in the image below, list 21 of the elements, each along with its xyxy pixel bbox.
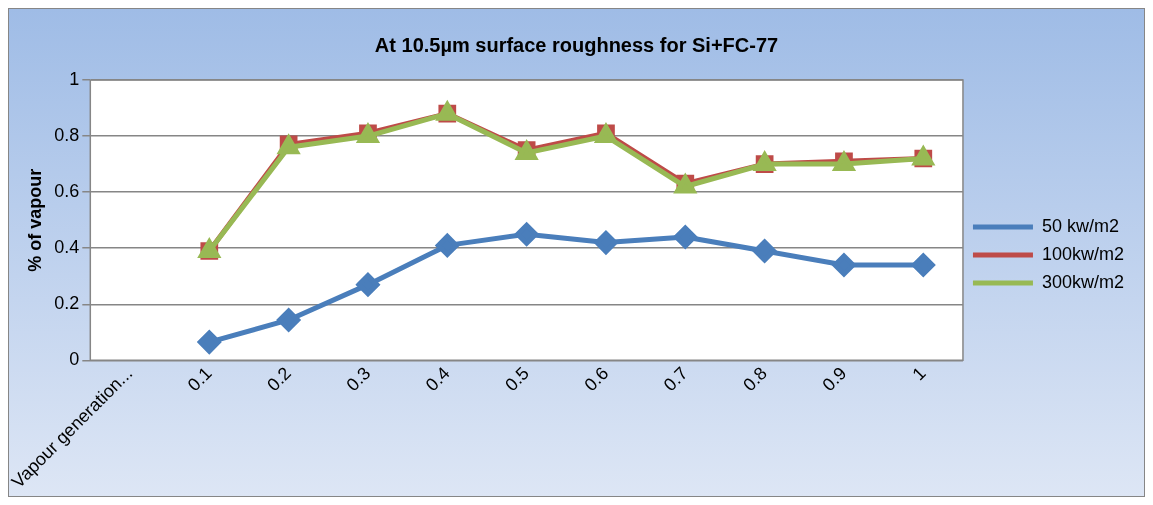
x-tick-label: 0.1 (183, 363, 216, 396)
y-tick-label: 0.6 (54, 181, 80, 202)
x-tick-label: 0.4 (421, 363, 454, 396)
x-tick-label: 1 (908, 363, 930, 385)
legend-label: 50 kw/m2 (1041, 215, 1119, 236)
y-tick-label: 1 (69, 68, 80, 89)
legend-label: 100kw/m2 (1041, 243, 1125, 264)
x-tick-label: 0.9 (818, 363, 851, 396)
y-tick-label: 0.8 (54, 125, 80, 146)
x-tick-label: 0.3 (342, 363, 375, 396)
y-tick-label: 0.4 (54, 237, 80, 258)
y-axis-title: % of vapour (25, 168, 46, 272)
legend-label: 300kw/m2 (1041, 271, 1125, 292)
y-tick-label: 0 (69, 349, 80, 370)
x-tick-label: 0.6 (580, 363, 613, 396)
x-tick-label: 0.5 (501, 363, 533, 396)
y-tick-label: 0.2 (54, 293, 80, 314)
x-tick-label: 0.2 (263, 363, 295, 396)
chart-title: At 10.5µm surface roughness for Si+FC-77 (374, 33, 779, 56)
x-tick-label: 0.8 (739, 363, 771, 396)
x-tick-label: 0.7 (659, 363, 692, 396)
